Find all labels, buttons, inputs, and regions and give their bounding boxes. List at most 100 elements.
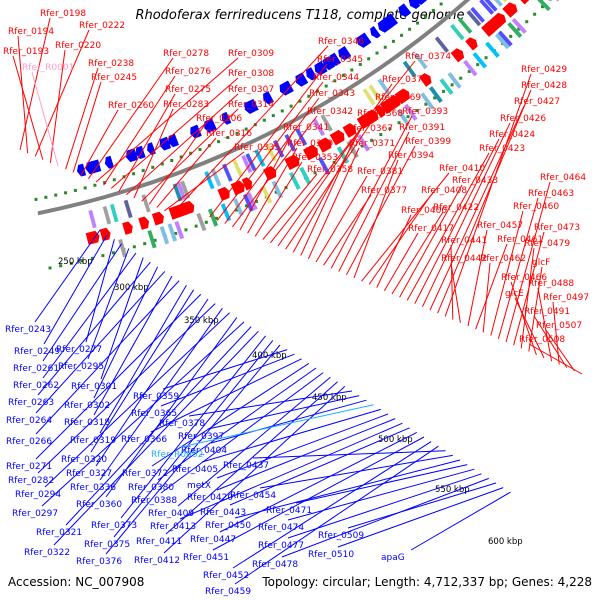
forward-gene-arrow: [364, 109, 379, 125]
tick-mark: [525, 20, 529, 24]
forward-gene-leader: [126, 93, 239, 196]
tick-mark: [34, 197, 38, 201]
scale-tick-label: 550 kbp: [435, 485, 470, 495]
feature-box: [457, 17, 473, 34]
feature-box: [222, 163, 233, 182]
reverse-gene-leader: [35, 294, 202, 460]
reverse-gene-label: Rfer_0322: [24, 548, 70, 558]
forward-gene-label: Rfer_0464: [540, 173, 586, 183]
forward-gene-leader: [232, 115, 318, 228]
tick-mark: [433, 96, 437, 100]
tick-mark: [184, 228, 188, 232]
forward-gene-leader: [323, 194, 372, 266]
genome-summary: Topology: circular; Length: 4,712,337 bp…: [262, 575, 592, 589]
forward-gene-arrow: [342, 123, 357, 138]
forward-gene-label: Rfer_0460: [513, 202, 559, 212]
forward-gene-label: Rfer_0457: [477, 221, 523, 231]
feature-box: [207, 208, 219, 227]
tick-mark: [388, 127, 392, 131]
forward-gene-label: Rfer_0306: [196, 114, 242, 124]
reverse-gene-label: apaG: [381, 553, 405, 563]
feature-box: [233, 198, 244, 217]
feature-box: [245, 153, 257, 172]
forward-gene-label: Rfer_0368: [357, 109, 403, 119]
tick-mark: [416, 21, 420, 25]
feature-box: [428, 86, 443, 103]
forward-gene-label: Rfer_0400: [401, 206, 447, 216]
forward-gene-label: Rfer_0479: [524, 239, 570, 249]
reverse-gene-leader: [151, 362, 310, 467]
reverse-gene-leader: [287, 473, 482, 539]
reverse-gene-leader: [44, 312, 230, 488]
scale-tick-label: 250 kbp: [58, 257, 93, 267]
reverse-gene-leader: [234, 459, 461, 519]
forward-gene-label: Rfer_0260: [108, 101, 154, 111]
feature-box: [420, 92, 435, 110]
forward-gene-label: Rfer_0462: [480, 254, 526, 264]
feature-box: [242, 193, 254, 212]
forward-gene-leader: [300, 132, 358, 256]
reverse-gene-leader: [216, 413, 389, 479]
reverse-gene-arrow: [125, 148, 139, 163]
forward-gene-leader: [133, 108, 174, 199]
forward-gene-leader: [262, 173, 318, 240]
reverse-gene-leader: [37, 303, 216, 474]
feature-box: [254, 149, 266, 167]
feature-box: [511, 17, 527, 34]
reverse-gene-label: Rfer_0478: [252, 560, 298, 570]
reverse-gene-leader: [35, 280, 180, 435]
tick-mark: [73, 188, 77, 192]
feature-box: [402, 60, 417, 78]
forward-gene-label: Rfer_0391: [399, 123, 445, 133]
forward-gene-leader: [514, 297, 545, 359]
reverse-gene-arrow: [414, 0, 428, 5]
forward-gene-label: Rfer_0426: [500, 114, 546, 124]
reverse-gene-arrow: [370, 25, 381, 39]
forward-gene-label: Rfer_0423: [479, 144, 525, 154]
forward-gene-leader: [376, 214, 412, 288]
reverse-gene-leader: [35, 271, 166, 414]
tick-mark: [467, 69, 471, 73]
forward-gene-leader: [429, 105, 525, 311]
forward-gene-label: Rfer_0367: [347, 124, 393, 134]
forward-gene-label: Rfer_R0001: [22, 63, 74, 73]
forward-gene-label: Rfer_0358: [307, 165, 353, 175]
tick-mark: [48, 266, 52, 270]
forward-gene-label: Rfer_0275: [165, 85, 211, 95]
tick-mark: [83, 186, 87, 190]
forward-gene-label: Rfer_0381: [357, 167, 403, 177]
forward-gene-label: Rfer_0422: [433, 203, 479, 213]
forward-gene-label: Rfer_0309: [228, 49, 274, 59]
reverse-gene-arrow: [338, 45, 352, 61]
forward-gene-leader: [406, 152, 490, 301]
reverse-gene-arrow: [356, 32, 372, 48]
tick-mark: [289, 104, 293, 108]
tick-mark: [101, 254, 105, 258]
scale-tick-label: 300 kbp: [114, 283, 149, 293]
forward-gene-arrow: [481, 22, 495, 37]
tick-mark: [360, 144, 364, 148]
tick-mark: [383, 45, 387, 49]
reverse-gene-arrow: [76, 163, 87, 177]
feature-box: [494, 33, 510, 50]
reverse-gene-leader: [105, 317, 238, 498]
feature-box: [466, 10, 482, 27]
forward-gene-arrow: [151, 211, 164, 226]
reverse-gene-label: Rfer_0405: [172, 465, 218, 475]
forward-gene-leader: [12, 55, 44, 160]
forward-gene-label: Rfer_0429: [521, 65, 567, 75]
forward-gene-arrow: [99, 227, 111, 242]
tick-mark: [307, 94, 311, 98]
reverse-gene-label: Rfer_0263: [8, 398, 54, 408]
reverse-gene-leader: [41, 321, 245, 507]
reverse-gene-label: Rfer_0474: [258, 523, 304, 533]
reverse-gene-leader: [216, 418, 396, 491]
tick-mark: [112, 178, 116, 182]
scale-tick-label: 500 kbp: [378, 435, 413, 445]
reverse-gene-label: Rfer_0420: [187, 493, 233, 503]
reverse-gene-label: Rfer_0452: [203, 571, 249, 581]
forward-gene-leader: [118, 93, 176, 192]
forward-gene-leader: [292, 117, 368, 253]
tick-mark: [271, 114, 275, 118]
forward-gene-label: Rfer_0346: [318, 37, 364, 47]
